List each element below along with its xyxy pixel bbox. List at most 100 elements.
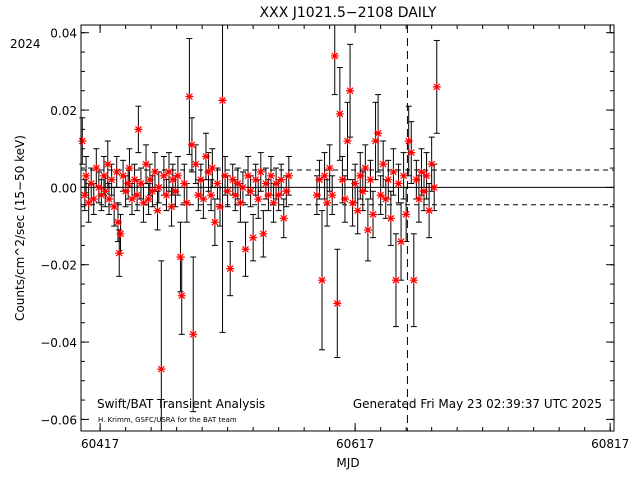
- data-point-marker: [430, 183, 439, 192]
- x-tick-label: 60617: [336, 437, 374, 451]
- data-point-marker: [274, 191, 283, 200]
- data-point-marker: [144, 195, 153, 203]
- data-point-marker: [272, 179, 281, 188]
- data-point-marker: [384, 175, 393, 184]
- data-point-marker: [317, 276, 326, 285]
- data-point-marker: [228, 175, 237, 184]
- y-axis-label: Counts/cm^2/sec (15−50 keV): [13, 135, 27, 321]
- data-point-marker: [279, 214, 288, 223]
- data-point-marker: [254, 195, 263, 203]
- data-point-marker: [328, 191, 337, 200]
- x-tick-label: 60817: [591, 437, 629, 451]
- data-point-marker: [427, 160, 436, 169]
- data-point-marker: [417, 167, 426, 176]
- data-point-marker: [335, 109, 344, 118]
- data-point-marker: [103, 160, 112, 169]
- credit-text: H. Krimm, GSFC/USRA for the BAT team: [98, 416, 237, 424]
- y-tick-label: 0.04: [50, 27, 77, 41]
- data-point-marker: [80, 191, 89, 200]
- data-point-marker: [374, 129, 383, 138]
- year-label: 2024: [10, 37, 41, 51]
- data-point-marker: [340, 195, 349, 203]
- data-point-marker: [115, 249, 124, 258]
- data-point-marker: [284, 171, 293, 180]
- y-tick-label: −0.06: [40, 413, 77, 427]
- data-point-marker: [199, 195, 208, 203]
- data-point-marker: [105, 195, 114, 203]
- footer-right-text: Generated Fri May 23 02:39:37 UTC 2025: [353, 397, 602, 411]
- data-point-marker: [207, 191, 216, 200]
- data-point-marker: [402, 210, 411, 219]
- data-point-marker: [425, 206, 434, 215]
- data-point-marker: [128, 195, 137, 203]
- data-point-marker: [241, 245, 250, 254]
- data-point-marker: [136, 179, 145, 188]
- data-point-marker: [389, 167, 398, 176]
- data-point-marker: [153, 206, 162, 215]
- data-point-marker: [187, 140, 196, 149]
- data-point-marker: [256, 167, 265, 176]
- data-point-marker: [420, 187, 429, 196]
- data-point-marker: [82, 171, 91, 180]
- data-point-marker: [233, 179, 242, 188]
- data-point-marker: [101, 187, 110, 196]
- data-point-marker: [223, 187, 232, 196]
- data-point-marker: [113, 218, 122, 227]
- data-point-marker: [133, 191, 142, 200]
- y-tick-label: −0.02: [40, 259, 77, 273]
- data-point-marker: [348, 198, 357, 207]
- data-point-marker: [226, 264, 235, 273]
- data-point-marker: [236, 198, 245, 207]
- data-point-marker: [266, 171, 275, 180]
- data-point-marker: [94, 183, 103, 192]
- data-point-marker: [376, 191, 385, 200]
- data-point-marker: [124, 179, 133, 188]
- data-point-marker: [391, 276, 400, 285]
- x-tick-label: 60417: [81, 437, 119, 451]
- y-tick-label: 0.02: [50, 104, 77, 118]
- data-point-marker: [366, 175, 375, 184]
- plot-frame: [80, 24, 615, 432]
- data-point-marker: [422, 171, 431, 180]
- data-point-marker: [244, 171, 253, 180]
- data-point-marker: [112, 167, 121, 176]
- data-point-marker: [361, 164, 370, 173]
- data-point-marker: [107, 175, 116, 184]
- data-point-marker: [356, 171, 365, 180]
- data-point-marker: [363, 225, 372, 234]
- data-point-marker: [196, 175, 205, 184]
- data-point-marker: [180, 179, 189, 188]
- data-point-marker: [246, 187, 255, 196]
- data-point-marker: [381, 195, 390, 203]
- data-point-marker: [215, 202, 224, 211]
- data-point-marker: [84, 198, 93, 207]
- data-point-marker: [148, 187, 157, 196]
- data-point-marker: [150, 167, 159, 176]
- data-point-marker: [218, 96, 227, 105]
- data-point-marker: [130, 175, 139, 184]
- y-tick-label: −0.04: [40, 336, 77, 350]
- data-point-marker: [213, 179, 222, 188]
- x-axis-label: MJD: [336, 456, 359, 470]
- data-point-marker: [201, 152, 210, 161]
- data-point-marker: [371, 137, 380, 145]
- data-point-marker: [110, 202, 119, 211]
- data-point-marker: [351, 179, 360, 188]
- data-point-marker: [191, 160, 200, 169]
- data-point-marker: [399, 171, 408, 180]
- chart-title: XXX J1021.5−2108 DAILY: [260, 5, 437, 21]
- data-point-marker: [92, 164, 101, 173]
- data-point-marker: [312, 191, 321, 200]
- data-point-marker: [264, 191, 273, 200]
- axis-tick-labels: −0.06 −0.04 −0.02 0.00 0.02 0.04 60417 60617 608…: [40, 27, 629, 451]
- data-point-marker: [330, 51, 339, 60]
- data-point-marker: [210, 218, 219, 227]
- data-point-marker: [204, 167, 213, 176]
- data-point-marker: [269, 198, 278, 207]
- data-point-marker: [159, 171, 168, 180]
- data-point-marker: [145, 175, 154, 184]
- data-point-marker: [325, 164, 334, 173]
- data-markers: [78, 51, 441, 374]
